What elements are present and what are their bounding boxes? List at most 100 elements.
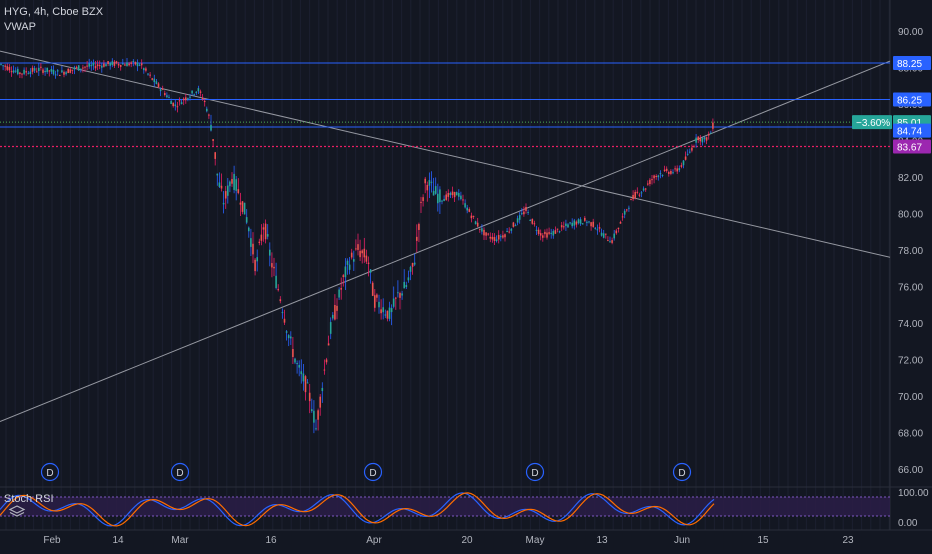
candle-body [285, 331, 288, 333]
dividend-marker-label: D [369, 468, 376, 479]
candle-body [651, 179, 653, 181]
candle-body [353, 259, 355, 262]
price-tick-label: 72.00 [898, 356, 923, 367]
candle-body [483, 229, 485, 236]
candle-body [157, 83, 160, 87]
layers-icon[interactable] [8, 504, 26, 518]
candle-body [38, 67, 40, 72]
candle-body [54, 74, 57, 76]
candle-body [86, 65, 88, 67]
candle-body [180, 102, 183, 105]
price-tick-label: 74.00 [898, 319, 923, 330]
candle-body [336, 305, 338, 311]
candle-body [63, 71, 65, 75]
candle-body [590, 222, 592, 227]
symbol-title[interactable]: HYG, 4h, Cboe BZX [4, 6, 104, 18]
horizontal-lines[interactable] [0, 62, 890, 148]
candle-body [695, 137, 697, 143]
candle-body [243, 202, 246, 215]
candle-body [495, 239, 498, 242]
candle-body [258, 241, 261, 243]
candle-body [292, 348, 294, 357]
candle-body [682, 160, 685, 166]
candle-body [105, 64, 107, 67]
candle-body [462, 199, 464, 201]
candle-body [155, 81, 158, 84]
candle-body [424, 178, 426, 184]
candle-body [609, 241, 611, 243]
candle-body [17, 68, 19, 75]
candle-body [69, 69, 72, 73]
candle-body [680, 165, 683, 167]
candle-body [256, 257, 258, 262]
candle-body [277, 289, 279, 291]
candle-body [107, 61, 109, 64]
time-tick-label: Feb [43, 535, 61, 546]
time-tick-label: 15 [757, 535, 769, 546]
candle-body [508, 231, 510, 233]
trendlines[interactable] [0, 50, 891, 423]
candle-body [605, 233, 607, 235]
time-tick-label: 13 [596, 535, 608, 546]
candle-body [575, 221, 578, 225]
candle-body [439, 189, 441, 203]
candle-body [565, 223, 567, 226]
candle-body [350, 252, 353, 258]
candle-body [201, 98, 204, 100]
candle-body [128, 63, 130, 66]
ascending-trendline [0, 60, 891, 423]
candle-body [197, 88, 200, 92]
candle-body [33, 68, 36, 71]
candle-body [235, 179, 237, 191]
candle-body [42, 69, 44, 73]
candle-body [75, 67, 78, 69]
candle-body [172, 102, 174, 107]
candle-body [113, 61, 116, 66]
candle-body [271, 263, 273, 268]
candle-body [493, 237, 496, 242]
stoch-rsi-label[interactable]: Stoch RSI [4, 493, 54, 505]
candle-body [71, 69, 74, 71]
candle-body [101, 65, 103, 68]
stoch-d-line [0, 492, 715, 527]
candle-body [623, 210, 626, 215]
candle-body [96, 64, 99, 67]
time-axis[interactable]: Feb 14 Mar 16 Apr 20 May 13 Jun 15 23 [43, 535, 854, 546]
candle-body [527, 211, 529, 213]
candle-body [212, 139, 214, 141]
candle-body [147, 73, 149, 75]
candle-body [2, 65, 4, 67]
candle-body [458, 192, 460, 197]
candle-body [607, 240, 609, 242]
level-86-tag: 86.25 [897, 95, 922, 106]
candle-body [449, 192, 452, 195]
candle-body [638, 194, 641, 196]
candle-body [474, 221, 477, 225]
price-axis[interactable]: 90.0088.0086.0084.0082.0080.0078.0076.00… [852, 27, 931, 529]
candle-body [227, 185, 229, 196]
candle-body [12, 70, 15, 73]
candle-body [676, 168, 678, 172]
candle-body [487, 233, 489, 235]
stoch-rsi-pane [0, 492, 890, 527]
candle-body [300, 371, 303, 375]
candle-body [218, 182, 221, 187]
candle-body [703, 137, 706, 140]
candle-body [82, 67, 84, 69]
candle-body [327, 343, 330, 346]
candle-body [539, 233, 542, 236]
candle-body [319, 396, 321, 408]
dividend-marker [363, 462, 383, 482]
candle-body [705, 137, 708, 141]
candle-body [573, 220, 576, 226]
candle-body [222, 202, 225, 205]
candle-body [712, 122, 714, 129]
candle-body [216, 173, 219, 176]
candle-body [281, 312, 284, 314]
candle-body [384, 314, 387, 316]
candle-body [136, 62, 139, 67]
indicator-vwap[interactable]: VWAP [4, 21, 36, 33]
